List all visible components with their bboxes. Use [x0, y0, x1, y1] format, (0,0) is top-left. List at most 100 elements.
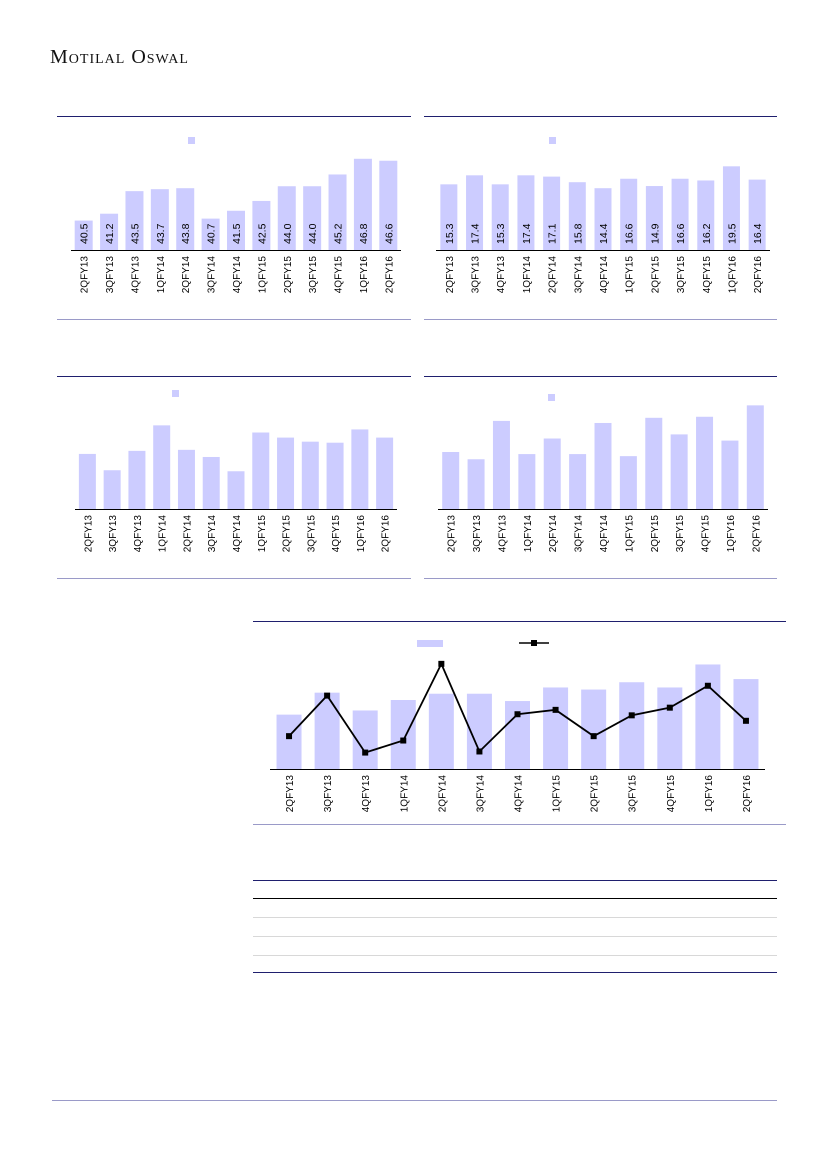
- bar: [78, 453, 96, 509]
- line-point: [362, 749, 369, 756]
- bar: [201, 218, 220, 250]
- bar: [303, 186, 322, 250]
- bar: [125, 191, 144, 250]
- bar: [722, 166, 740, 250]
- x-tick-label: 1QFY15: [257, 256, 268, 294]
- chart3-bottom-rule: [57, 578, 411, 579]
- bar: [390, 700, 416, 769]
- x-tick-label: 4QFY15: [334, 256, 345, 294]
- x-tick-label: 4QFY15: [701, 515, 712, 553]
- bar-value-label: 14.4: [598, 223, 610, 244]
- bar: [721, 440, 739, 509]
- chart-3: 2QFY13 3QFY13 4QFY13 1QFY14 2QFY14 3QFY14 4QFY…: [75, 390, 397, 553]
- x-tick-label: 4QFY13: [130, 256, 141, 294]
- bar-value-label: 46.8: [358, 223, 370, 244]
- bar-value-label: 41.5: [231, 223, 243, 244]
- line-point: [742, 717, 749, 724]
- bar: [376, 437, 394, 509]
- x-tick-label: 4QFY15: [331, 515, 342, 553]
- bar: [252, 432, 270, 509]
- x-tick-label: 3QFY13: [472, 515, 483, 553]
- chart-2: 15.3 17.4 15.3 17.4 17.1 15.8 14.4 16.6 14.9 16.6…: [436, 137, 770, 294]
- bar: [442, 452, 460, 509]
- bar-value-label: 44.0: [307, 223, 319, 244]
- x-tick-label: 3QFY14: [574, 515, 585, 553]
- bar: [671, 178, 689, 250]
- x-tick-label: 1QFY16: [359, 256, 370, 294]
- bar: [252, 200, 271, 250]
- legend-swatch: [548, 394, 555, 401]
- x-tick-label: 2QFY15: [590, 775, 601, 813]
- bar: [277, 437, 295, 509]
- line-point: [590, 733, 597, 740]
- bar: [301, 441, 319, 509]
- bar: [128, 450, 146, 509]
- bar: [176, 188, 195, 250]
- x-tick-label: 2QFY16: [753, 256, 764, 294]
- bar: [150, 189, 169, 250]
- bar: [277, 186, 296, 250]
- x-tick-label: 1QFY14: [156, 256, 167, 294]
- x-tick-label: 2QFY13: [447, 515, 458, 553]
- bar-value-label: 42.5: [256, 223, 268, 244]
- chart3-top-rule: [57, 376, 411, 377]
- x-tick-label: 1QFY14: [523, 515, 534, 553]
- bar-value-label: 15.3: [444, 223, 456, 244]
- line-point: [286, 733, 293, 740]
- bar-value-label: 16.6: [675, 223, 687, 244]
- x-tick-label: 3QFY14: [207, 256, 218, 294]
- bar: [748, 179, 766, 250]
- bar: [440, 184, 458, 250]
- line-point: [628, 712, 635, 719]
- bar-value-label: 43.7: [155, 223, 167, 244]
- x-tick-label: 3QFY13: [471, 256, 482, 294]
- bar: [543, 176, 561, 250]
- x-tick-label: 3QFY13: [108, 515, 119, 553]
- table-bottom-rule: [253, 972, 777, 973]
- bar-value-label: 44.0: [282, 223, 294, 244]
- chart4-bottom-rule: [424, 578, 777, 579]
- x-tick-label: 3QFY15: [306, 515, 317, 553]
- bar-value-label: 16.6: [624, 223, 636, 244]
- x-tick-label: 2QFY13: [285, 775, 296, 813]
- bar: [177, 449, 195, 509]
- bar: [569, 454, 587, 509]
- x-tick-label: 2QFY14: [548, 256, 559, 294]
- x-tick-label: 4QFY14: [514, 775, 525, 813]
- bar: [74, 220, 93, 250]
- x-tick-label: 3QFY15: [675, 515, 686, 553]
- line-point: [400, 737, 407, 744]
- x-tick-label: 1QFY15: [625, 256, 636, 294]
- x-tick-label: 2QFY15: [650, 256, 661, 294]
- bar-value-label: 15.3: [495, 223, 507, 244]
- x-tick-label: 3QFY15: [628, 775, 639, 813]
- x-tick-label: 3QFY13: [323, 775, 334, 813]
- x-tick-label: 2QFY15: [283, 256, 294, 294]
- line-point: [438, 660, 445, 667]
- bar: [103, 470, 121, 509]
- bar: [326, 442, 344, 509]
- bar: [657, 687, 683, 769]
- footer-rule: [52, 1100, 777, 1101]
- x-tick-label: 3QFY14: [573, 256, 584, 294]
- chart5-top-rule: [253, 621, 786, 622]
- x-tick-label: 2QFY13: [83, 515, 94, 553]
- table-row-rule: [253, 917, 777, 918]
- chart1-top-rule: [57, 116, 411, 117]
- x-tick-label: 2QFY16: [751, 515, 762, 553]
- bar: [353, 158, 372, 250]
- bar: [351, 429, 369, 509]
- chart-4: 2QFY13 3QFY13 4QFY13 1QFY14 2QFY14 3QFY14 4QFY…: [438, 394, 768, 553]
- bar: [491, 184, 509, 250]
- legend-line-marker: [531, 640, 537, 646]
- x-tick-label: 2QFY15: [282, 515, 293, 553]
- legend-swatch: [188, 137, 195, 144]
- x-tick-label: 2QFY16: [742, 775, 753, 813]
- x-tick-label: 2QFY14: [181, 256, 192, 294]
- line-point: [666, 704, 673, 711]
- bar-value-label: 17.1: [547, 223, 559, 244]
- x-tick-label: 1QFY14: [399, 775, 410, 813]
- bar: [746, 405, 764, 509]
- x-tick-label: 1QFY16: [704, 775, 715, 813]
- x-tick-label: 3QFY14: [475, 775, 486, 813]
